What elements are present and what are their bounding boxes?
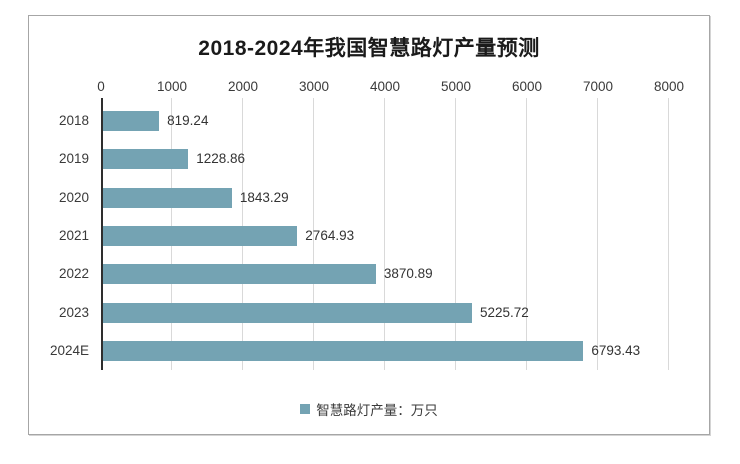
gridline xyxy=(313,98,314,370)
value-label: 6793.43 xyxy=(591,342,641,358)
value-label: 1228.86 xyxy=(196,151,246,167)
bar-row: 2018 819.24 xyxy=(59,102,669,140)
chart-frame: 2018-2024年我国智慧路灯产量预测 0 1000 2000 3000 4000 50… xyxy=(28,15,710,435)
x-axis-tick-label: 7000 xyxy=(582,79,614,94)
bar-row: 2024E 6793.43 xyxy=(50,332,669,370)
bar-row: 2020 1843.29 xyxy=(59,179,669,217)
x-axis-tick-label: 0 xyxy=(97,79,105,94)
y-axis-label: 2020 xyxy=(58,189,89,205)
bar-row: 2019 1228.86 xyxy=(59,140,669,178)
legend-label: 智慧路灯产量：万只 xyxy=(316,403,438,418)
bar xyxy=(103,302,473,323)
x-axis-tick-label: 5000 xyxy=(440,79,472,94)
value-label: 1843.29 xyxy=(239,189,289,205)
gridline xyxy=(597,98,598,370)
x-axis-tick-label: 6000 xyxy=(511,79,543,94)
bar xyxy=(103,225,298,246)
bar xyxy=(103,187,232,208)
legend-marker-icon xyxy=(300,404,311,414)
y-axis-label: 2024E xyxy=(49,342,89,358)
bar-row: 2023 5225.72 xyxy=(59,293,669,331)
gridline xyxy=(526,98,527,370)
y-axis-label: 2023 xyxy=(58,304,89,320)
plot-area: 2018 819.24 2019 1228.86 2020 1843.29 2021 2764… xyxy=(50,98,669,370)
y-axis-label: 2022 xyxy=(58,266,89,282)
bar-row: 2022 3870.89 xyxy=(59,255,669,293)
x-axis-tick-label: 4000 xyxy=(369,79,401,94)
bar xyxy=(103,111,160,132)
bar xyxy=(103,149,189,170)
value-label: 5225.72 xyxy=(480,304,529,320)
value-axis-line xyxy=(101,98,103,370)
gridline xyxy=(455,98,456,370)
y-axis-label: 2019 xyxy=(58,151,89,167)
chart-title: 2018-2024年我国智慧路灯产量预测 xyxy=(198,37,540,60)
bar-row: 2021 2764.93 xyxy=(59,217,669,255)
y-axis-label: 2021 xyxy=(58,227,89,243)
x-axis: 0 1000 2000 3000 4000 5000 6000 7000 8000 xyxy=(97,79,684,97)
value-label: 3870.89 xyxy=(383,266,433,282)
x-axis-tick-label: 1000 xyxy=(156,79,188,94)
gridline xyxy=(384,98,385,370)
value-label: 2764.93 xyxy=(305,227,355,243)
bar xyxy=(103,264,376,285)
x-axis-tick-label: 3000 xyxy=(298,79,330,94)
legend: 智慧路灯产量：万只 xyxy=(29,399,709,419)
bar xyxy=(103,340,584,361)
x-axis-tick-label: 2000 xyxy=(227,79,259,94)
y-axis-label: 2018 xyxy=(58,113,89,129)
gridline xyxy=(668,98,669,370)
x-axis-tick-label: 8000 xyxy=(653,79,685,94)
value-label: 819.24 xyxy=(167,113,209,129)
